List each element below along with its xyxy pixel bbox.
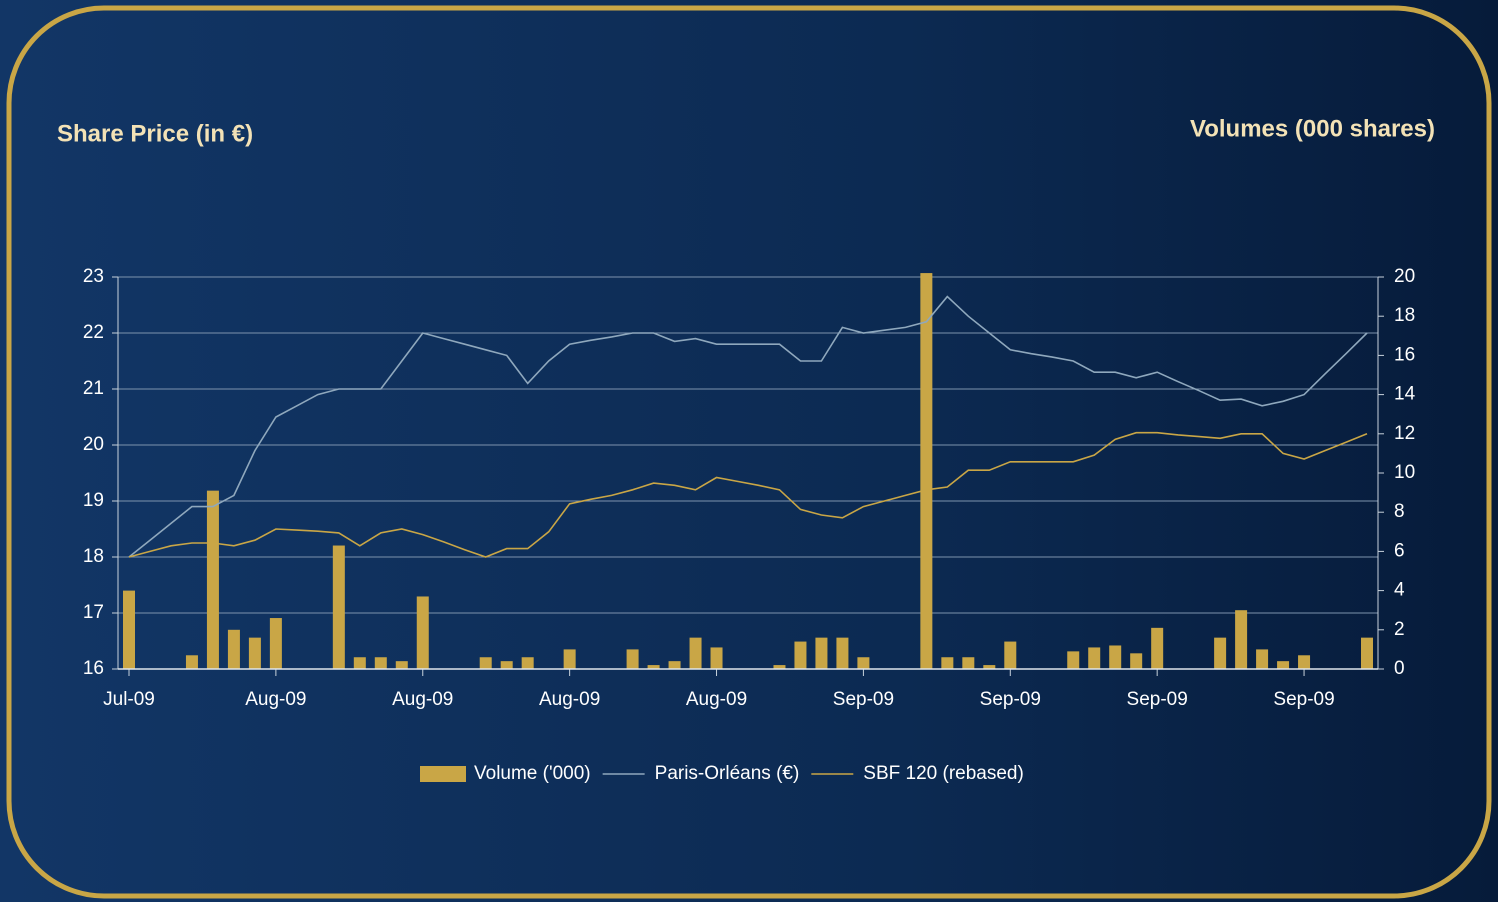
bar (416, 596, 429, 669)
y-tick-label: 22 (83, 322, 104, 343)
bar (1109, 645, 1122, 669)
bar (1361, 637, 1373, 669)
x-tick-label: Aug-09 (539, 689, 600, 710)
y-tick-label: 17 (83, 602, 104, 623)
bar (962, 657, 975, 669)
y-tick-label: 21 (83, 378, 104, 399)
bar (983, 665, 996, 669)
x-tick-label: Jul-09 (103, 689, 155, 710)
bar (626, 649, 639, 669)
bar (668, 661, 681, 669)
bar (941, 657, 954, 669)
bar (857, 657, 870, 669)
legend-label: Volume ('000) (474, 763, 591, 784)
bar (353, 657, 366, 669)
bar (647, 665, 660, 669)
bar (479, 657, 492, 669)
bar (1277, 661, 1290, 669)
y2-tick-label: 14 (1394, 384, 1416, 405)
bar (374, 657, 387, 669)
y2-tick-label: 8 (1394, 501, 1405, 522)
y-tick-label: 18 (83, 546, 104, 567)
bar (332, 545, 345, 669)
y-tick-label: 19 (83, 490, 104, 511)
bar (1214, 637, 1227, 669)
bar (1235, 610, 1248, 669)
bar (920, 273, 933, 669)
bar (227, 629, 240, 669)
x-tick-label: Aug-09 (392, 689, 453, 710)
y2-tick-label: 16 (1394, 344, 1415, 365)
bar (521, 657, 534, 669)
bar (710, 647, 723, 669)
bar (1088, 647, 1101, 669)
y-tick-label: 16 (83, 658, 104, 679)
y-tick-label: 20 (83, 434, 104, 455)
y2-tick-label: 4 (1394, 580, 1405, 601)
x-tick-label: Sep-09 (980, 689, 1041, 710)
bar (206, 490, 219, 669)
x-tick-label: Sep-09 (1127, 689, 1188, 710)
bar (1004, 641, 1017, 669)
bar (500, 661, 513, 669)
line (128, 431, 1368, 558)
y-tick-label: 23 (83, 266, 104, 287)
bar (1298, 655, 1311, 669)
left-axis-title: Share Price (in €) (57, 120, 253, 147)
bar (269, 618, 282, 669)
bar (1151, 627, 1164, 669)
bar (123, 590, 135, 669)
right-axis-title: Volumes (000 shares) (1190, 115, 1435, 142)
legend-label: Paris-Orléans (€) (655, 763, 800, 784)
x-tick-label: Aug-09 (245, 689, 306, 710)
frame (6, 5, 1492, 899)
y2-tick-label: 0 (1394, 658, 1405, 679)
bar (689, 637, 702, 669)
legend-label: SBF 120 (rebased) (863, 763, 1024, 784)
bar (1256, 649, 1269, 669)
x-tick-label: Sep-09 (1273, 689, 1334, 710)
y2-tick-label: 12 (1394, 423, 1415, 444)
legend-swatch (420, 766, 466, 782)
bar (395, 661, 408, 669)
x-tick-label: Sep-09 (833, 689, 894, 710)
bar (836, 637, 849, 669)
bar (563, 649, 576, 669)
y2-tick-label: 6 (1394, 540, 1405, 561)
y2-tick-label: 10 (1394, 462, 1415, 483)
bar (248, 637, 261, 669)
y2-tick-label: 18 (1394, 305, 1415, 326)
y2-tick-label: 2 (1394, 619, 1405, 640)
bar (1130, 653, 1143, 669)
x-tick-label: Aug-09 (686, 689, 747, 710)
bar (773, 665, 786, 669)
bar (1067, 651, 1080, 669)
bar (185, 655, 198, 669)
bar (794, 641, 807, 669)
line (128, 295, 1368, 558)
y2-tick-label: 20 (1394, 266, 1415, 287)
bar (815, 637, 828, 669)
